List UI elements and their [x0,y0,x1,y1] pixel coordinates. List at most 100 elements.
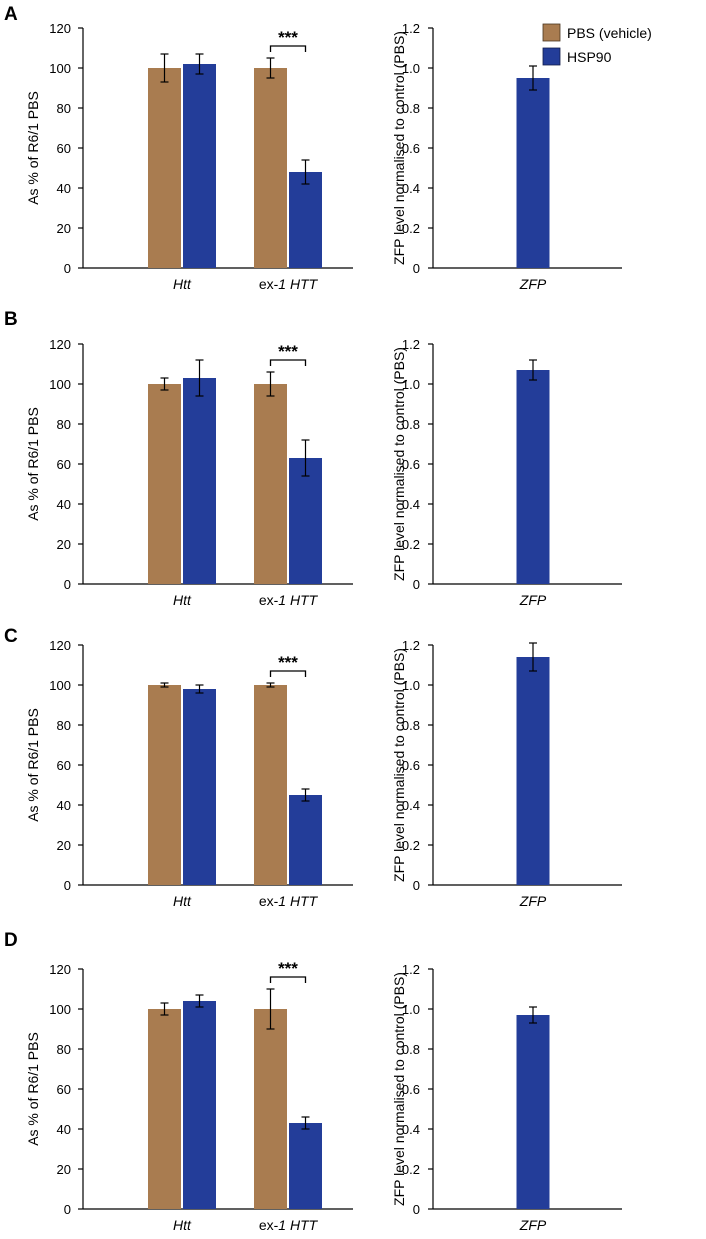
panel-a: A 0 20 40 60 80 100 120 As % of R6/1 PBS Htt ex-1 … [4,4,622,292]
htt-chart-ytick-label: 60 [57,1082,71,1097]
zfp-chart-ytick-label: 1.2 [402,962,420,977]
htt-chart-ytick-label: 20 [57,537,71,552]
zfp-chart-ytick-label: 0.6 [402,758,420,773]
zfp-chart-ytick-label: 1.0 [402,377,420,392]
zfp-chart-ytick-label: 1.0 [402,61,420,76]
bar-pbs-htt [148,68,181,268]
zfp-chart-ytick-label: 0.4 [402,497,420,512]
zfp-chart-ytick-label: 0.4 [402,798,420,813]
zfp-chart-ytick-label: 0 [413,261,420,276]
panels: A 0 20 40 60 80 100 120 As % of R6/1 PBS Htt ex-1 … [4,4,622,1233]
zfp-chart-ytick-label: 0 [413,577,420,592]
zfp-chart-ytick-label: 0.4 [402,1122,420,1137]
zfp-chart-ytick-label: 1.0 [402,1002,420,1017]
legend-label-hsp90: HSP90 [567,49,612,65]
zfp-chart-ytick-label: 0.8 [402,1042,420,1057]
zfp-chart-ytick-label: 0.2 [402,537,420,552]
zfp-chart-ytick-label: 0 [413,1202,420,1217]
htt-chart-ytick-label: 40 [57,181,71,196]
zfp-chart-y-label: ZFP level normalised to control (PBS) [391,31,407,265]
panel-letter: D [4,930,18,951]
htt-chart-ytick-label: 60 [57,758,71,773]
htt-chart-ytick-label: 120 [49,21,71,36]
zfp-chart-ytick-label: 0.2 [402,1162,420,1177]
zfp-chart-ytick-label: 1.0 [402,678,420,693]
htt-chart-ytick-label: 0 [64,1202,71,1217]
htt-chart-ytick-label: 20 [57,221,71,236]
category-label: Htt [173,592,192,608]
category-label: ZFP [519,893,547,909]
category-label: ex-1 HTT [259,1217,319,1233]
htt-chart-ytick-label: 120 [49,638,71,653]
htt-chart-ytick-label: 120 [49,337,71,352]
bar-hsp90-htt [183,378,216,584]
htt-chart-ytick-label: 40 [57,1122,71,1137]
panel-b-htt-chart: 0 20 40 60 80 100 120 As % of R6/1 PBS Htt ex-1 H… [25,337,353,608]
bar-hsp90-ex1-htt [289,1123,322,1209]
category-label: ex-1 HTT [259,276,319,292]
htt-chart-ytick-label: 100 [49,61,71,76]
legend-label-pbs: PBS (vehicle) [567,25,652,41]
panel-letter: C [4,626,18,647]
bar-pbs-htt [148,685,181,885]
panel-c: C 0 20 40 60 80 100 120 As % of R6/1 PBS Htt ex-1 … [4,626,622,909]
htt-chart-ytick-label: 80 [57,417,71,432]
htt-chart-ytick-label: 40 [57,497,71,512]
panel-c-htt-chart: 0 20 40 60 80 100 120 As % of R6/1 PBS Htt ex-1 H… [25,638,353,909]
zfp-chart-ytick-label: 0.8 [402,417,420,432]
panel-letter: B [4,309,18,330]
bar-hsp90-htt [183,64,216,268]
zfp-chart-ytick-label: 1.2 [402,638,420,653]
bar-pbs-ex1-htt [254,384,287,584]
zfp-chart-y-label: ZFP level normalised to control (PBS) [391,347,407,581]
category-label: ZFP [519,592,547,608]
panel-b: B 0 20 40 60 80 100 120 As % of R6/1 PBS Htt ex-1 … [4,309,622,608]
significance-label: *** [278,653,298,672]
category-label: ZFP [519,1217,547,1233]
significance-bracket [269,670,307,677]
htt-chart-ytick-label: 80 [57,1042,71,1057]
category-label: ZFP [519,276,547,292]
bar-pbs-htt [148,384,181,584]
bar-pbs-ex1-htt [254,68,287,268]
htt-chart-y-label: As % of R6/1 PBS [25,708,41,822]
legend: PBS (vehicle) HSP90 [542,23,652,66]
bar-hsp90-ex1-htt [289,458,322,584]
bar-pbs-ex1-htt [254,1009,287,1209]
htt-chart-ytick-label: 0 [64,878,71,893]
bar-hsp90-zfp [516,657,550,885]
zfp-chart-ytick-label: 0.2 [402,221,420,236]
htt-chart-ytick-label: 80 [57,101,71,116]
panel-letter: A [4,4,18,25]
htt-chart-ytick-label: 0 [64,577,71,592]
htt-chart-y-label: As % of R6/1 PBS [25,407,41,521]
htt-chart-ytick-label: 60 [57,457,71,472]
panel-d-htt-chart: 0 20 40 60 80 100 120 As % of R6/1 PBS Htt ex-1 H… [25,959,353,1233]
bar-hsp90-ex1-htt [289,795,322,885]
significance-label: *** [278,342,298,361]
htt-chart-ytick-label: 0 [64,261,71,276]
significance-bracket [269,45,307,52]
zfp-chart-ytick-label: 1.2 [402,337,420,352]
htt-chart-ytick-label: 20 [57,1162,71,1177]
legend-swatch-hsp90 [542,47,561,66]
panel-d: D 0 20 40 60 80 100 120 As % of R6/1 PBS Htt ex-1 … [4,930,622,1233]
htt-chart-y-label: As % of R6/1 PBS [25,1032,41,1146]
zfp-chart-ytick-label: 0.6 [402,141,420,156]
zfp-chart-ytick-label: 0.8 [402,718,420,733]
zfp-chart-ytick-label: 0.2 [402,838,420,853]
htt-chart-ytick-label: 120 [49,962,71,977]
bar-hsp90-zfp [516,370,550,584]
zfp-chart-ytick-label: 0.6 [402,1082,420,1097]
zfp-chart-ytick-label: 0.8 [402,101,420,116]
category-label: ex-1 HTT [259,592,319,608]
bar-pbs-ex1-htt [254,685,287,885]
bar-hsp90-htt [183,689,216,885]
category-label: Htt [173,276,192,292]
zfp-chart-y-label: ZFP level normalised to control (PBS) [391,972,407,1206]
significance-label: *** [278,959,298,978]
significance-bracket [269,976,307,983]
bar-pbs-htt [148,1009,181,1209]
